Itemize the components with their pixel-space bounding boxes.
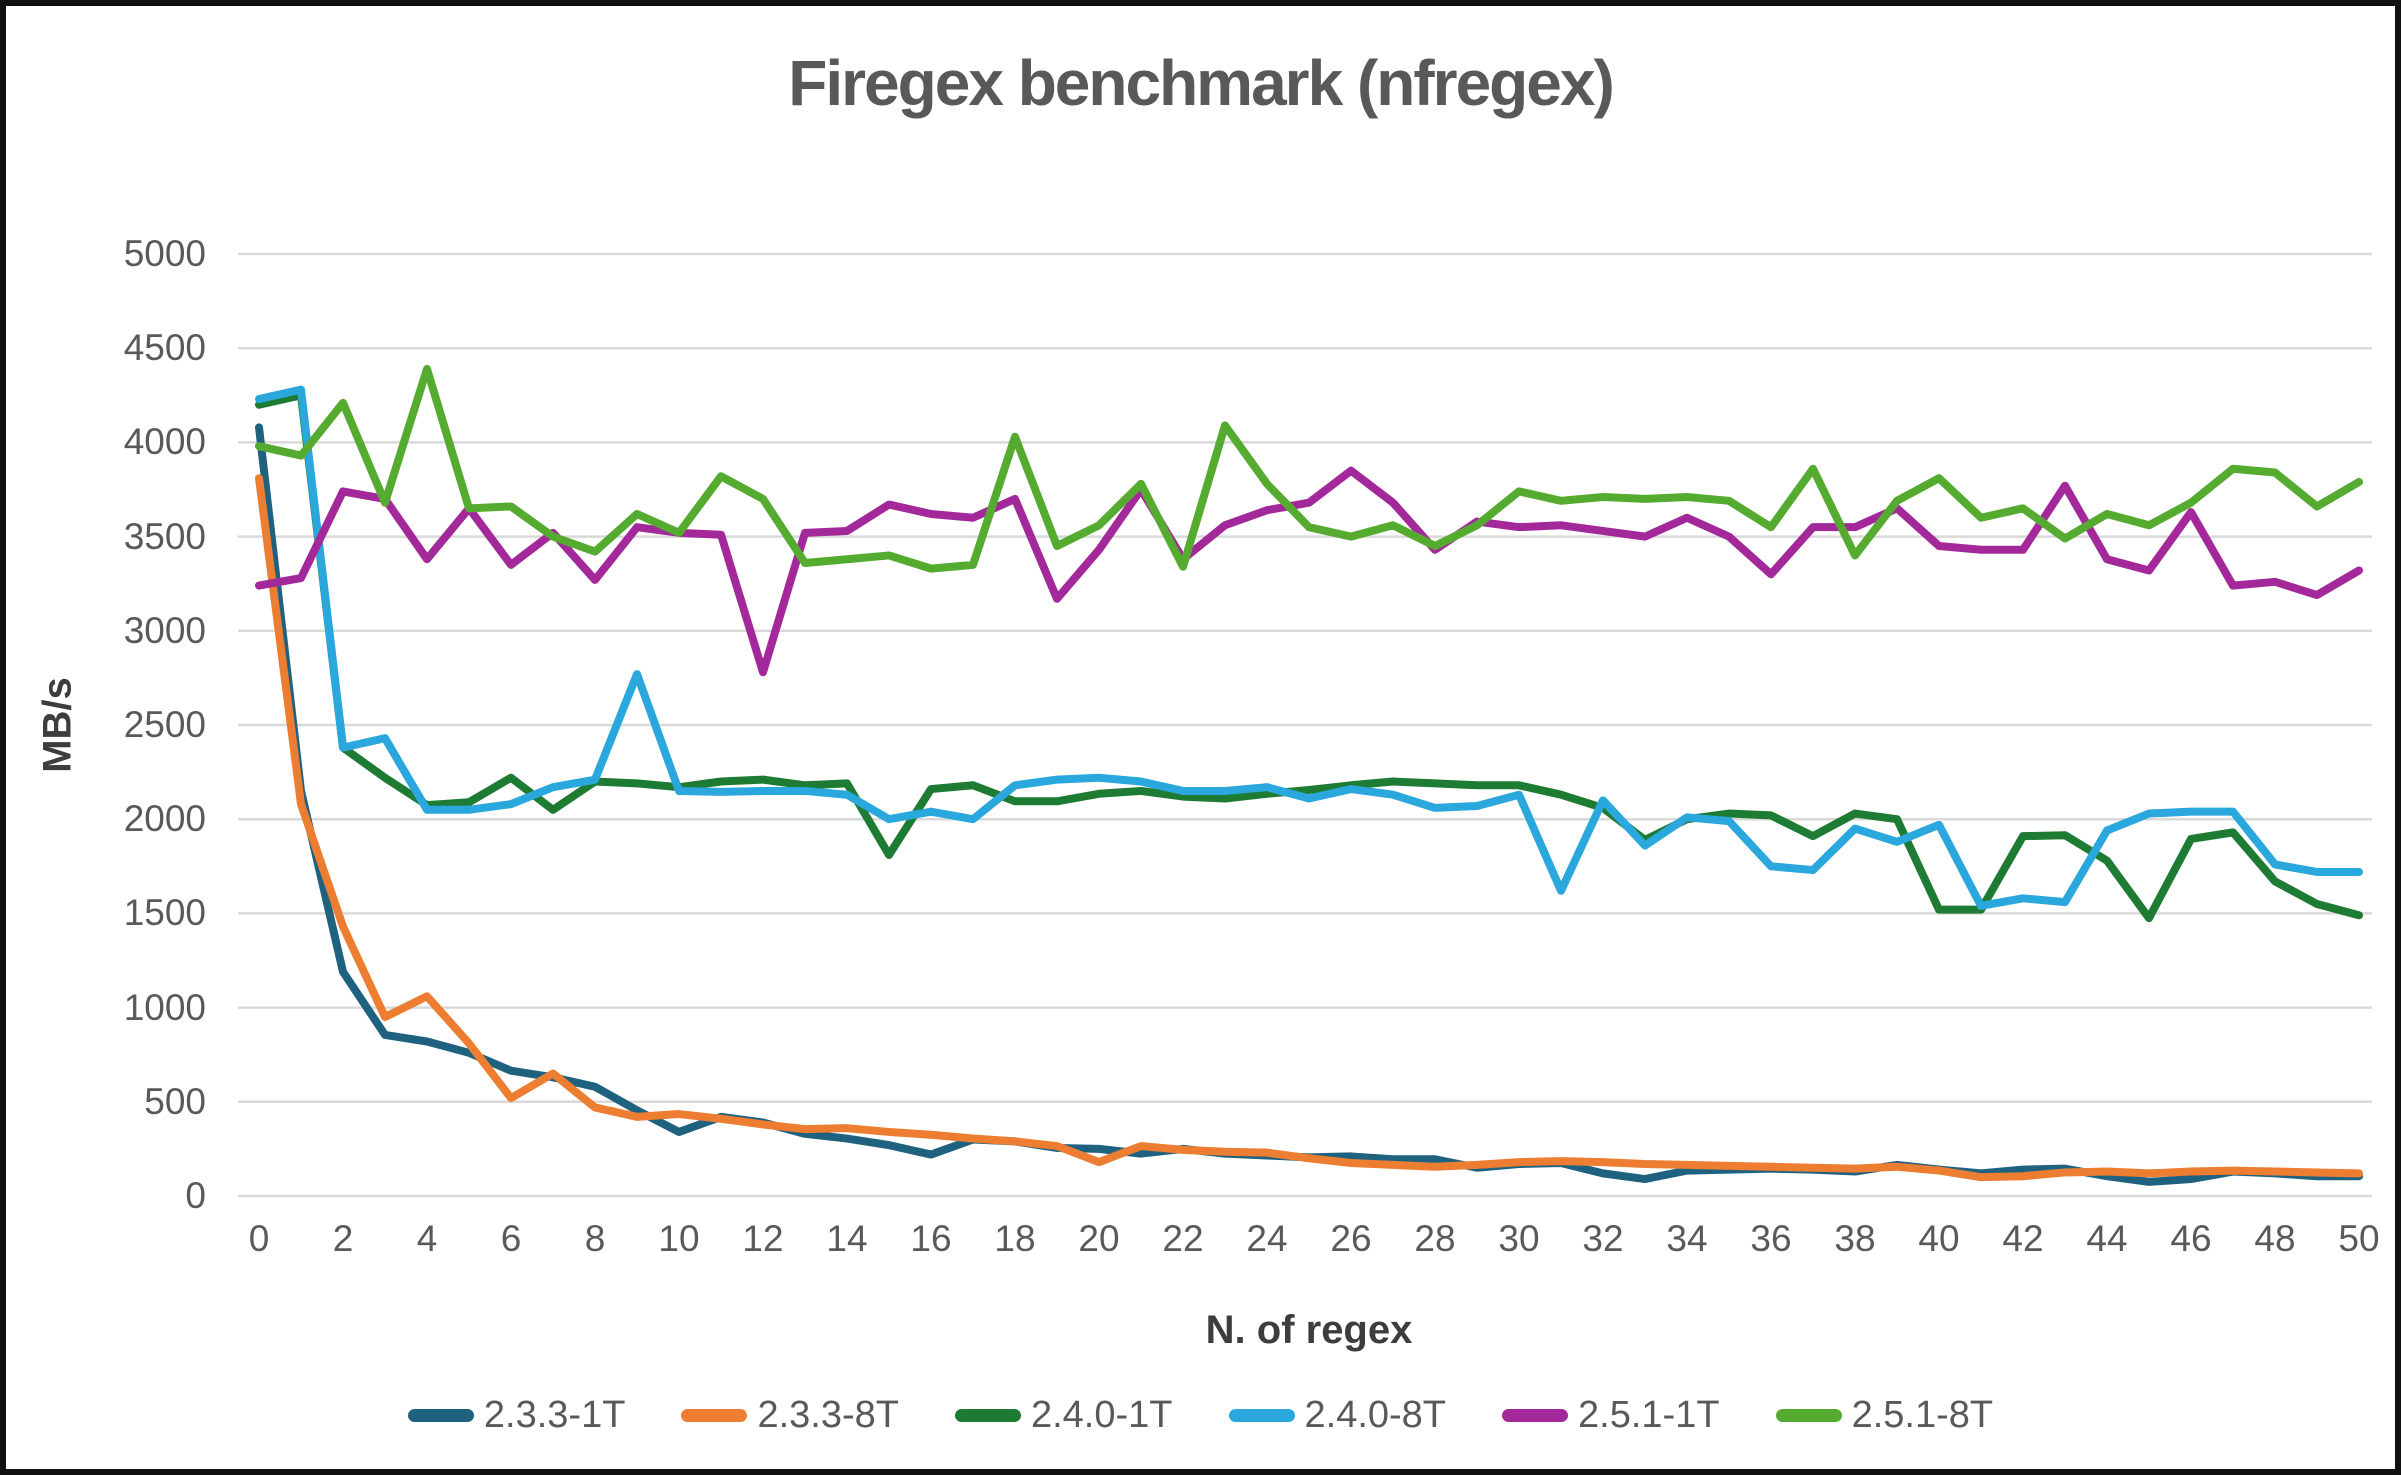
legend-label: 2.5.1-8T: [1851, 1394, 1994, 1436]
x-tick-label: 32: [1582, 1218, 1624, 1259]
series-line-2.3.3-8T: [255, 474, 2363, 1182]
x-tick-label: 16: [910, 1218, 952, 1259]
x-tick-label: 46: [2170, 1218, 2212, 1259]
x-tick-label: 24: [1246, 1218, 1288, 1259]
x-tick-label: 10: [658, 1218, 700, 1259]
legend-label: 2.3.3-8T: [757, 1394, 899, 1436]
x-tick-label: 30: [1498, 1218, 1540, 1259]
legend-item-2.5.1-1T: 2.5.1-1T: [1502, 1394, 1720, 1437]
series-line-2.4.0-8T: [255, 385, 2363, 910]
legend-swatch-icon: [1228, 1409, 1295, 1422]
x-axis-title: N. of regex: [1205, 1308, 1413, 1352]
x-tick-label: 44: [2086, 1218, 2128, 1259]
legend-item-2.4.0-8T: 2.4.0-8T: [1228, 1394, 1447, 1437]
legend-label: 2.3.3-1T: [483, 1394, 626, 1436]
x-tick-label: 22: [1162, 1218, 1204, 1259]
x-tick-label: 4: [416, 1218, 438, 1259]
x-tick-label: 18: [994, 1218, 1036, 1259]
x-tick-label: 6: [500, 1218, 522, 1259]
legend-item-2.3.3-8T: 2.3.3-8T: [681, 1394, 899, 1437]
x-tick-label: 2: [332, 1218, 354, 1259]
y-axis-title: MB/s: [35, 677, 80, 773]
legend-swatch-icon: [1775, 1409, 1842, 1422]
x-tick-label: 38: [1834, 1218, 1876, 1259]
x-tick-label: 42: [2002, 1218, 2044, 1259]
y-tick-label: 1500: [123, 892, 206, 934]
legend-item-2.3.3-1T: 2.3.3-1T: [407, 1394, 626, 1437]
x-tick-label: 48: [2254, 1218, 2296, 1259]
legend: 2.3.3-1T 2.3.3-8T 2.4.0-1T 2.4.0-8T 2.5.1-1T…: [6, 1394, 2395, 1437]
x-tick-label: 0: [248, 1218, 270, 1259]
x-tick-label: 50: [2338, 1218, 2380, 1259]
legend-swatch-icon: [407, 1409, 474, 1422]
legend-label: 2.5.1-1T: [1578, 1394, 1720, 1436]
chart-title: Firegex benchmark (nfregex): [788, 47, 1615, 119]
x-tick-label: 8: [584, 1218, 606, 1259]
x-tick-label: 14: [826, 1218, 868, 1259]
y-tick-label: 2500: [123, 704, 206, 745]
y-tick-label: 0: [185, 1175, 206, 1216]
y-tick-label: 2000: [123, 798, 206, 840]
series-line-2.5.1-8T: [255, 364, 2363, 573]
x-tick-label: 36: [1750, 1218, 1792, 1259]
legend-swatch-icon: [1502, 1409, 1569, 1422]
x-tick-label: 26: [1330, 1218, 1372, 1259]
legend-item-2.4.0-1T: 2.4.0-1T: [954, 1394, 1173, 1437]
legend-label: 2.4.0-8T: [1304, 1394, 1447, 1436]
y-tick-label: 5000: [123, 233, 206, 274]
series-line-2.5.1-1T: [255, 466, 2363, 677]
x-tick-label: 28: [1414, 1218, 1456, 1259]
y-tick-label: 4000: [123, 421, 206, 463]
x-tick-label: 12: [742, 1218, 784, 1259]
y-tick-label: 4500: [123, 327, 206, 369]
y-tick-label: 3000: [123, 609, 206, 651]
legend-item-2.5.1-8T: 2.5.1-8T: [1775, 1394, 1994, 1437]
y-tick-label: 500: [144, 1080, 206, 1122]
x-tick-label: 34: [1666, 1218, 1708, 1259]
x-tick-label: 20: [1078, 1218, 1120, 1259]
legend-swatch-icon: [681, 1409, 748, 1422]
y-tick-label: 3500: [123, 515, 206, 557]
y-tick-label: 1000: [123, 986, 206, 1028]
legend-label: 2.4.0-1T: [1030, 1394, 1173, 1436]
x-tick-label: 40: [1918, 1218, 1960, 1259]
legend-swatch-icon: [954, 1409, 1021, 1422]
series-line-2.4.0-1T: [255, 391, 2363, 923]
plot-area: [238, 252, 2372, 1198]
